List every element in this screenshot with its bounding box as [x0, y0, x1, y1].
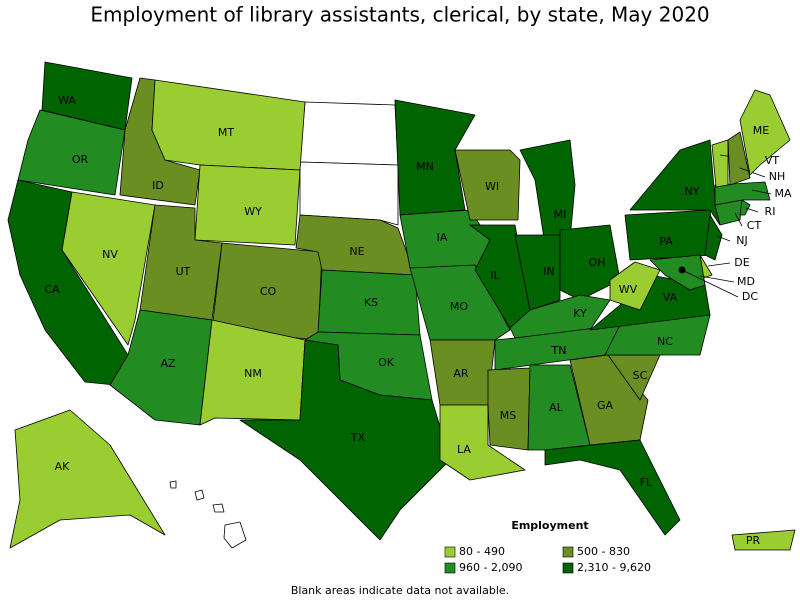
- legend-label: 500 - 830: [577, 545, 630, 558]
- state-label: MA: [774, 187, 791, 200]
- state: [514, 234, 561, 311]
- state-label: MD: [737, 275, 755, 288]
- state-label: OH: [589, 256, 606, 269]
- state: [9, 409, 166, 549]
- state: [454, 149, 521, 221]
- state-label: CO: [260, 285, 277, 298]
- state-label: NH: [769, 170, 786, 183]
- state: [559, 224, 621, 301]
- blank-area: [299, 161, 399, 226]
- state-label: RI: [765, 205, 776, 218]
- state-label: TX: [350, 431, 366, 444]
- leader-line: [745, 207, 759, 213]
- state: [194, 164, 301, 246]
- state-label: LA: [457, 443, 471, 456]
- state-label: KS: [364, 296, 378, 309]
- state-label: PR: [746, 534, 761, 547]
- state-label: GA: [597, 399, 614, 412]
- leader-line: [681, 269, 739, 298]
- state-label: DC: [742, 290, 758, 303]
- blank-area: [223, 521, 247, 549]
- state-label: AR: [453, 367, 469, 380]
- footnote: Blank areas indicate data not available.: [291, 584, 509, 597]
- state-label: AK: [55, 460, 71, 473]
- blank-area: [299, 101, 399, 166]
- state-label: IN: [543, 265, 554, 278]
- leader-line: [734, 212, 743, 227]
- title: Employment of library assistants, cleric…: [90, 3, 709, 27]
- state-label: TN: [551, 344, 567, 357]
- state-label: CT: [747, 219, 762, 232]
- state-label: NY: [685, 185, 700, 198]
- state: [17, 109, 126, 196]
- blank-area: [194, 489, 205, 501]
- state: [151, 79, 306, 171]
- state: [544, 439, 681, 536]
- legend-label: 960 - 2,090: [459, 561, 522, 574]
- state-label: ME: [753, 124, 769, 137]
- legend-swatch: [562, 562, 574, 574]
- leader-line: [707, 262, 731, 267]
- leader-line: [716, 235, 731, 242]
- state-label: MI: [554, 208, 567, 221]
- state-label: NM: [244, 367, 262, 380]
- state: [199, 319, 306, 426]
- state-label: WY: [244, 205, 262, 218]
- state-label: PA: [659, 235, 673, 248]
- state-label: OK: [378, 356, 395, 369]
- state-label: NV: [102, 248, 118, 261]
- state-label: KY: [573, 307, 587, 320]
- state: [569, 354, 649, 446]
- state-label: VA: [663, 291, 678, 304]
- blank-area: [169, 480, 177, 489]
- state-label: SC: [633, 369, 648, 382]
- state: [739, 199, 751, 216]
- state-label: MN: [416, 160, 434, 173]
- state-label: AL: [549, 401, 564, 414]
- state: [61, 191, 156, 346]
- state-label: FL: [640, 476, 653, 489]
- state-label: NC: [657, 335, 673, 348]
- legend-label: 80 - 490: [459, 545, 505, 558]
- state-label: ID: [152, 179, 164, 192]
- state-label: CA: [44, 283, 60, 296]
- legend-swatch: [562, 546, 574, 558]
- legend-title: Employment: [511, 519, 588, 532]
- state-label: IL: [490, 269, 500, 282]
- state-label: NE: [349, 245, 364, 258]
- state-label: WI: [485, 180, 499, 193]
- state-label: DE: [734, 256, 749, 269]
- state: [649, 254, 706, 291]
- state: [739, 89, 791, 176]
- state-label: UT: [176, 265, 191, 278]
- state: [731, 529, 796, 551]
- state-label: IA: [437, 231, 448, 244]
- state: [704, 214, 723, 261]
- leader-line: [751, 189, 772, 195]
- state-label: NJ: [736, 234, 747, 247]
- state-label: WV: [619, 283, 638, 296]
- state: [487, 367, 531, 451]
- state: [394, 99, 476, 216]
- state-label: VT: [765, 154, 780, 167]
- legend-label: 2,310 - 9,620: [577, 561, 651, 574]
- state: [711, 139, 729, 188]
- leader-line: [699, 275, 735, 283]
- state: [239, 339, 451, 541]
- state-label: WA: [58, 94, 76, 107]
- state-label: AZ: [160, 357, 176, 370]
- legend-swatch: [444, 562, 456, 574]
- state-label: MS: [500, 409, 516, 422]
- state-label: MO: [450, 300, 468, 313]
- legend-swatch: [444, 546, 456, 558]
- blank-area: [212, 503, 225, 513]
- state-label: MT: [218, 126, 234, 139]
- state: [714, 181, 771, 206]
- state: [609, 261, 661, 311]
- state: [727, 131, 751, 186]
- state-label: OR: [72, 153, 89, 166]
